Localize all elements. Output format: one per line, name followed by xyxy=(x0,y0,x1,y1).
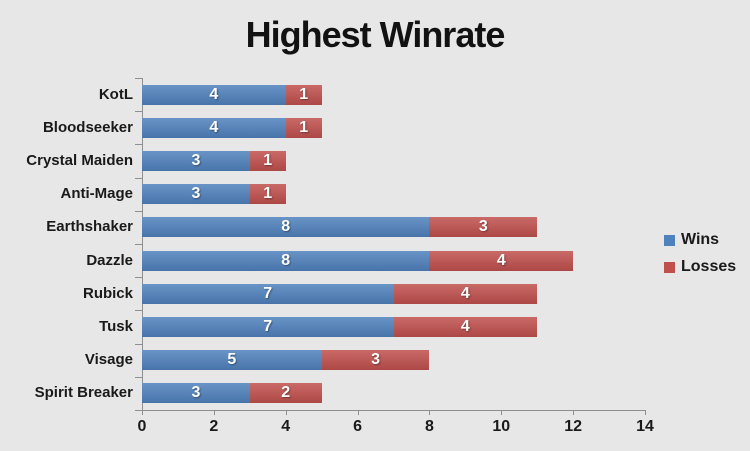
bar-value-label: 3 xyxy=(191,152,201,169)
bar-value-label: 3 xyxy=(478,218,488,236)
bar-value-label: 1 xyxy=(263,185,273,203)
bar-value-label: 3 xyxy=(371,351,380,369)
losses-bar-segment: 1 xyxy=(249,184,286,205)
category-label: Visage xyxy=(84,351,133,369)
legend-swatch xyxy=(664,261,675,273)
category-axis-tick xyxy=(135,410,142,411)
x-axis-tick xyxy=(645,410,646,415)
wins-bar-segment: 5 xyxy=(142,350,322,371)
bar-value-label: 4 xyxy=(460,318,470,335)
bar-value-label: 8 xyxy=(281,218,291,236)
category-axis-tick xyxy=(135,343,142,345)
losses-bar-segment: 3 xyxy=(429,217,538,238)
bar-value-label: 4 xyxy=(209,118,219,136)
wins-bar-segment: 7 xyxy=(142,317,394,337)
wins-bar-segment: 3 xyxy=(142,383,250,404)
losses-bar-segment: 1 xyxy=(249,151,286,171)
bar-value-label: 3 xyxy=(191,185,201,203)
bar-value-label: 7 xyxy=(263,284,273,302)
x-axis-tick xyxy=(213,410,215,415)
category-axis-tick xyxy=(135,78,142,79)
category-axis-tick xyxy=(135,310,142,312)
wins-bar-segment: 4 xyxy=(142,84,286,105)
bar-value-label: 1 xyxy=(299,85,309,103)
category-axis-tick xyxy=(135,277,142,279)
x-axis-tick xyxy=(142,410,143,415)
x-axis-tick xyxy=(501,410,503,415)
losses-bar-segment: 4 xyxy=(429,250,574,271)
wins-bar-segment: 3 xyxy=(142,184,250,205)
x-axis-tick-label: 0 xyxy=(137,418,147,435)
legend: Wins Losses xyxy=(664,232,736,275)
bar-value-label: 1 xyxy=(263,152,273,169)
losses-bar-segment: 1 xyxy=(285,117,322,138)
x-axis-tick-label: 4 xyxy=(281,418,291,435)
wins-bar-segment: 3 xyxy=(142,151,250,171)
bar-value-label: 4 xyxy=(209,85,219,103)
category-label: Rubick xyxy=(82,284,133,302)
category-axis-tick xyxy=(135,244,142,245)
x-axis-tick-label: 14 xyxy=(636,418,654,435)
bar-value-label: 4 xyxy=(460,284,470,302)
bar-value-label: 3 xyxy=(191,384,201,402)
category-axis-tick xyxy=(135,376,142,378)
bar-value-label: 4 xyxy=(496,251,506,269)
category-axis-tick xyxy=(135,210,142,212)
x-axis-tick-label: 10 xyxy=(492,418,511,435)
losses-bar-segment: 3 xyxy=(321,350,430,371)
legend-label: Wins xyxy=(681,231,720,248)
x-axis-tick-label: 2 xyxy=(209,418,219,435)
legend-label: Losses xyxy=(681,258,737,275)
x-axis-tick xyxy=(357,410,359,415)
legend-item: Losses xyxy=(664,259,736,275)
category-axis-tick xyxy=(135,177,142,179)
wins-bar-segment: 7 xyxy=(142,283,394,304)
wins-bar-segment: 4 xyxy=(142,117,286,138)
category-label: Earthshaker xyxy=(46,218,133,236)
bar-value-label: 2 xyxy=(281,384,291,402)
losses-bar-segment: 4 xyxy=(393,317,538,337)
category-label: Bloodseeker xyxy=(42,118,133,136)
losses-bar-segment: 4 xyxy=(393,283,538,304)
x-axis-tick-label: 6 xyxy=(353,418,363,435)
wins-bar-segment: 8 xyxy=(142,250,430,271)
x-axis-tick xyxy=(573,410,575,415)
bar-value-label: 5 xyxy=(227,351,237,369)
losses-bar-segment: 2 xyxy=(249,383,322,404)
wins-bar-segment: 8 xyxy=(142,217,430,238)
category-label: Tusk xyxy=(99,318,133,335)
y-axis-line xyxy=(142,78,143,411)
bar-value-label: 1 xyxy=(299,118,309,136)
x-axis-tick xyxy=(285,410,287,415)
legend-swatch xyxy=(664,234,675,246)
x-axis-line xyxy=(142,410,646,411)
x-axis-tick-label: 12 xyxy=(564,418,583,435)
category-label: Crystal Maiden xyxy=(26,152,133,169)
category-label: Anti-Mage xyxy=(60,185,134,203)
bar-value-label: 8 xyxy=(281,251,291,269)
category-axis-tick xyxy=(135,111,142,113)
x-axis-tick xyxy=(429,410,431,415)
legend-item: Wins xyxy=(664,232,736,248)
chart-title: Highest Winrate xyxy=(245,14,506,55)
category-label: KotL xyxy=(98,85,133,103)
category-label: Spirit Breaker xyxy=(34,384,133,402)
losses-bar-segment: 1 xyxy=(285,84,322,105)
category-axis-tick xyxy=(135,144,142,146)
bar-value-label: 7 xyxy=(263,318,273,335)
x-axis-tick-label: 8 xyxy=(424,418,434,435)
category-label: Dazzle xyxy=(86,251,133,269)
